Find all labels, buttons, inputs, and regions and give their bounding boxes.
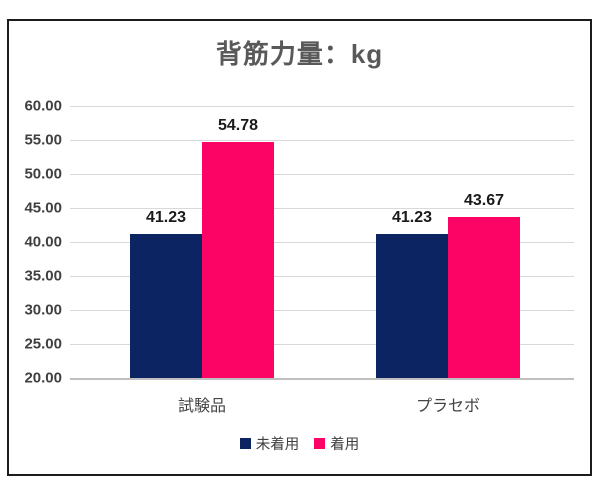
gridline xyxy=(70,242,574,243)
y-axis-tick-label: 25.00 xyxy=(24,335,62,353)
y-axis-tick-label: 50.00 xyxy=(24,165,62,183)
y-axis-tick-label: 45.00 xyxy=(24,199,62,217)
y-axis-tick-label: 20.00 xyxy=(24,369,62,387)
bar xyxy=(130,233,202,378)
y-axis-tick-label: 40.00 xyxy=(24,233,62,251)
legend-item: 着用 xyxy=(314,433,359,454)
gridline xyxy=(70,310,574,311)
gridline xyxy=(70,208,574,209)
category-label: プラセボ xyxy=(415,398,481,415)
y-axis-tick-label: 55.00 xyxy=(24,131,62,149)
legend-item: 未着用 xyxy=(239,433,300,454)
bar-value-label: 43.67 xyxy=(463,192,505,210)
category-label: 試験品 xyxy=(177,398,227,415)
y-axis-tick-label: 35.00 xyxy=(24,267,62,285)
bar-value-label: 41.23 xyxy=(391,208,433,226)
legend-label: 未着用 xyxy=(255,437,300,453)
gridline xyxy=(70,276,574,277)
chart-frame: 背筋力量：kg 60.00 55.00 50.00 45.00 40.00 35.00 30… xyxy=(7,19,592,476)
y-axis-tick-label: 60.00 xyxy=(24,97,62,115)
bar xyxy=(448,217,520,378)
bar-value-label: 54.78 xyxy=(217,116,259,134)
gridline xyxy=(70,140,574,141)
plot-area: 60.00 55.00 50.00 45.00 40.00 35.00 30.00 25.00… xyxy=(24,99,574,415)
legend-swatch xyxy=(239,438,251,449)
legend: 未着用 着用 xyxy=(9,433,590,454)
y-axis-tick-label: 30.00 xyxy=(24,301,62,319)
x-axis-line xyxy=(70,378,574,380)
bar-value-label: 41.23 xyxy=(145,208,187,226)
legend-swatch xyxy=(314,438,326,449)
gridline xyxy=(70,106,574,107)
gridline xyxy=(70,174,574,175)
gridline xyxy=(70,344,574,345)
chart-title: 背筋力量：kg xyxy=(215,39,384,69)
bar xyxy=(376,233,448,378)
legend-label: 着用 xyxy=(330,437,360,453)
bar xyxy=(202,141,274,378)
